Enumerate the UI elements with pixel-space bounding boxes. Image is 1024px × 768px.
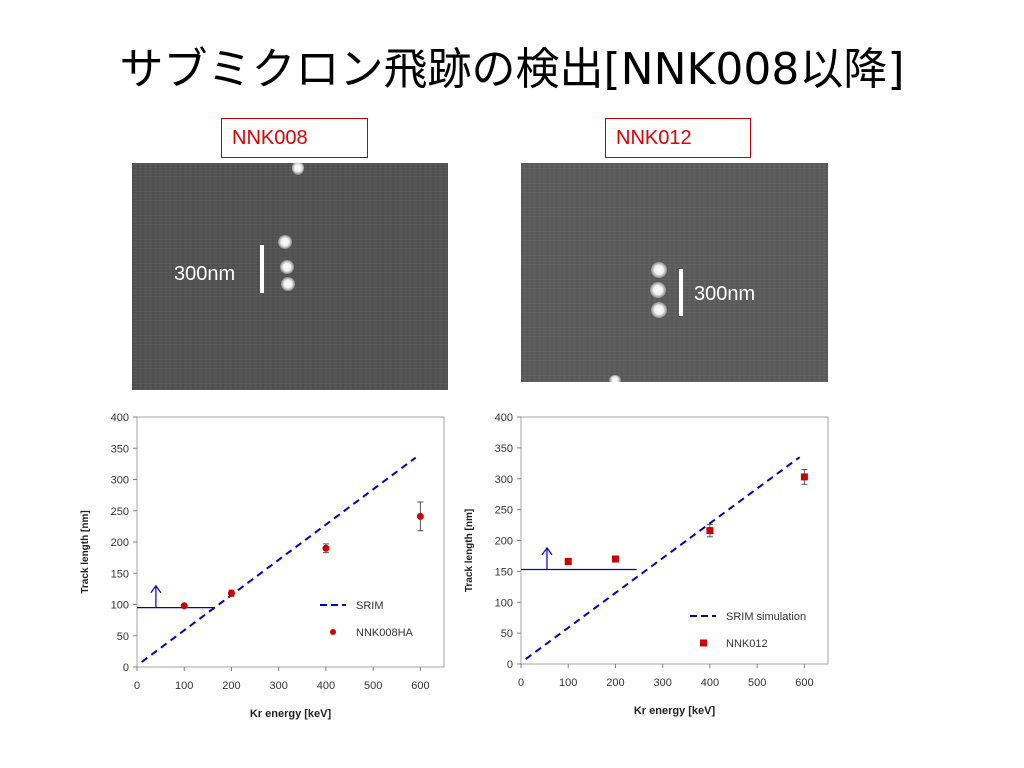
- track-grain: [278, 235, 292, 249]
- legend-label: NNK008HA: [356, 627, 414, 639]
- y-tick-label: 200: [111, 537, 129, 549]
- x-tick-label: 200: [222, 680, 240, 692]
- scale-bar: [679, 269, 683, 316]
- y-tick-label: 300: [111, 475, 129, 487]
- data-point: [416, 512, 424, 520]
- data-point: [180, 602, 188, 610]
- x-tick-label: 0: [134, 680, 140, 692]
- y-tick-label: 150: [495, 566, 513, 578]
- chart-nnk012: 0 50 100 150 200 250 300 350 400 0 100 200 300 400 500…: [464, 412, 829, 717]
- chart-nnk008: 0 50 100 150 200 250 300 350 400 0 100 200 300 400 500…: [80, 412, 445, 720]
- track-grain: [650, 282, 666, 298]
- panel-label-nnk008: NNK008: [221, 118, 368, 158]
- slide-title: サブミクロン飛跡の検出[NNK008以降]: [119, 44, 905, 95]
- y-tick-label: 100: [111, 600, 129, 612]
- x-tick-label: 400: [317, 680, 335, 692]
- data-point: [564, 557, 572, 565]
- data-point: [800, 473, 808, 481]
- track-grain: [651, 302, 667, 318]
- up-arrow-head: [541, 546, 553, 556]
- y-axis-label: Track length [nm]: [80, 510, 91, 593]
- scale-label: 300nm: [174, 263, 236, 285]
- sem-image-nnk008: 300nm: [132, 163, 448, 390]
- track-grain: [609, 375, 621, 382]
- y-tick-label: 200: [495, 536, 513, 548]
- data-point: [227, 589, 235, 597]
- x-tick-label: 400: [701, 677, 719, 689]
- y-tick-label: 0: [507, 659, 513, 671]
- track-grain: [281, 277, 295, 291]
- legend-label: NNK012: [726, 638, 768, 650]
- x-tick-label: 600: [411, 680, 429, 692]
- x-axis-label: Kr energy [keV]: [250, 708, 332, 720]
- y-tick-label: 300: [495, 474, 513, 486]
- y-tick-label: 400: [495, 412, 513, 424]
- scale-bar: [260, 245, 264, 293]
- up-arrow-head: [150, 584, 162, 594]
- sem-image-nnk012: 300nm: [521, 163, 828, 382]
- y-tick-label: 50: [117, 631, 129, 643]
- x-tick-label: 500: [748, 677, 766, 689]
- x-tick-label: 500: [364, 680, 382, 692]
- y-tick-label: 100: [495, 597, 513, 609]
- series-line-srim: [525, 456, 801, 660]
- y-tick-label: 50: [501, 628, 513, 640]
- data-point: [611, 555, 619, 563]
- x-tick-label: 200: [606, 677, 624, 689]
- legend-label: SRIM simulation: [726, 611, 806, 623]
- x-axis-label: Kr energy [keV]: [634, 705, 716, 717]
- legend-label: SRIM: [356, 600, 384, 612]
- y-tick-label: 350: [111, 443, 129, 455]
- track-grain: [280, 260, 294, 274]
- legend-marker-swatch: [700, 639, 707, 647]
- panel-label-nnk012: NNK012: [605, 118, 751, 158]
- y-tick-label: 400: [111, 412, 129, 424]
- x-tick-label: 600: [795, 677, 813, 689]
- legend-marker-swatch: [330, 629, 336, 635]
- track-grain: [292, 163, 304, 175]
- x-tick-label: 100: [559, 677, 577, 689]
- data-point: [706, 527, 714, 535]
- x-tick-label: 300: [654, 677, 672, 689]
- y-axis-label: Track length [nm]: [464, 509, 475, 592]
- x-tick-label: 0: [518, 677, 524, 689]
- y-tick-label: 350: [495, 443, 513, 455]
- y-tick-label: 150: [111, 568, 129, 580]
- track-grain: [651, 262, 667, 278]
- data-point: [322, 544, 330, 552]
- series-line-srim: [141, 456, 417, 663]
- y-tick-label: 250: [111, 506, 129, 518]
- scale-label: 300nm: [694, 283, 756, 305]
- x-tick-label: 100: [175, 680, 193, 692]
- y-tick-label: 0: [123, 662, 129, 674]
- plot-area: [520, 416, 829, 665]
- y-tick-label: 250: [495, 505, 513, 517]
- x-tick-label: 300: [270, 680, 288, 692]
